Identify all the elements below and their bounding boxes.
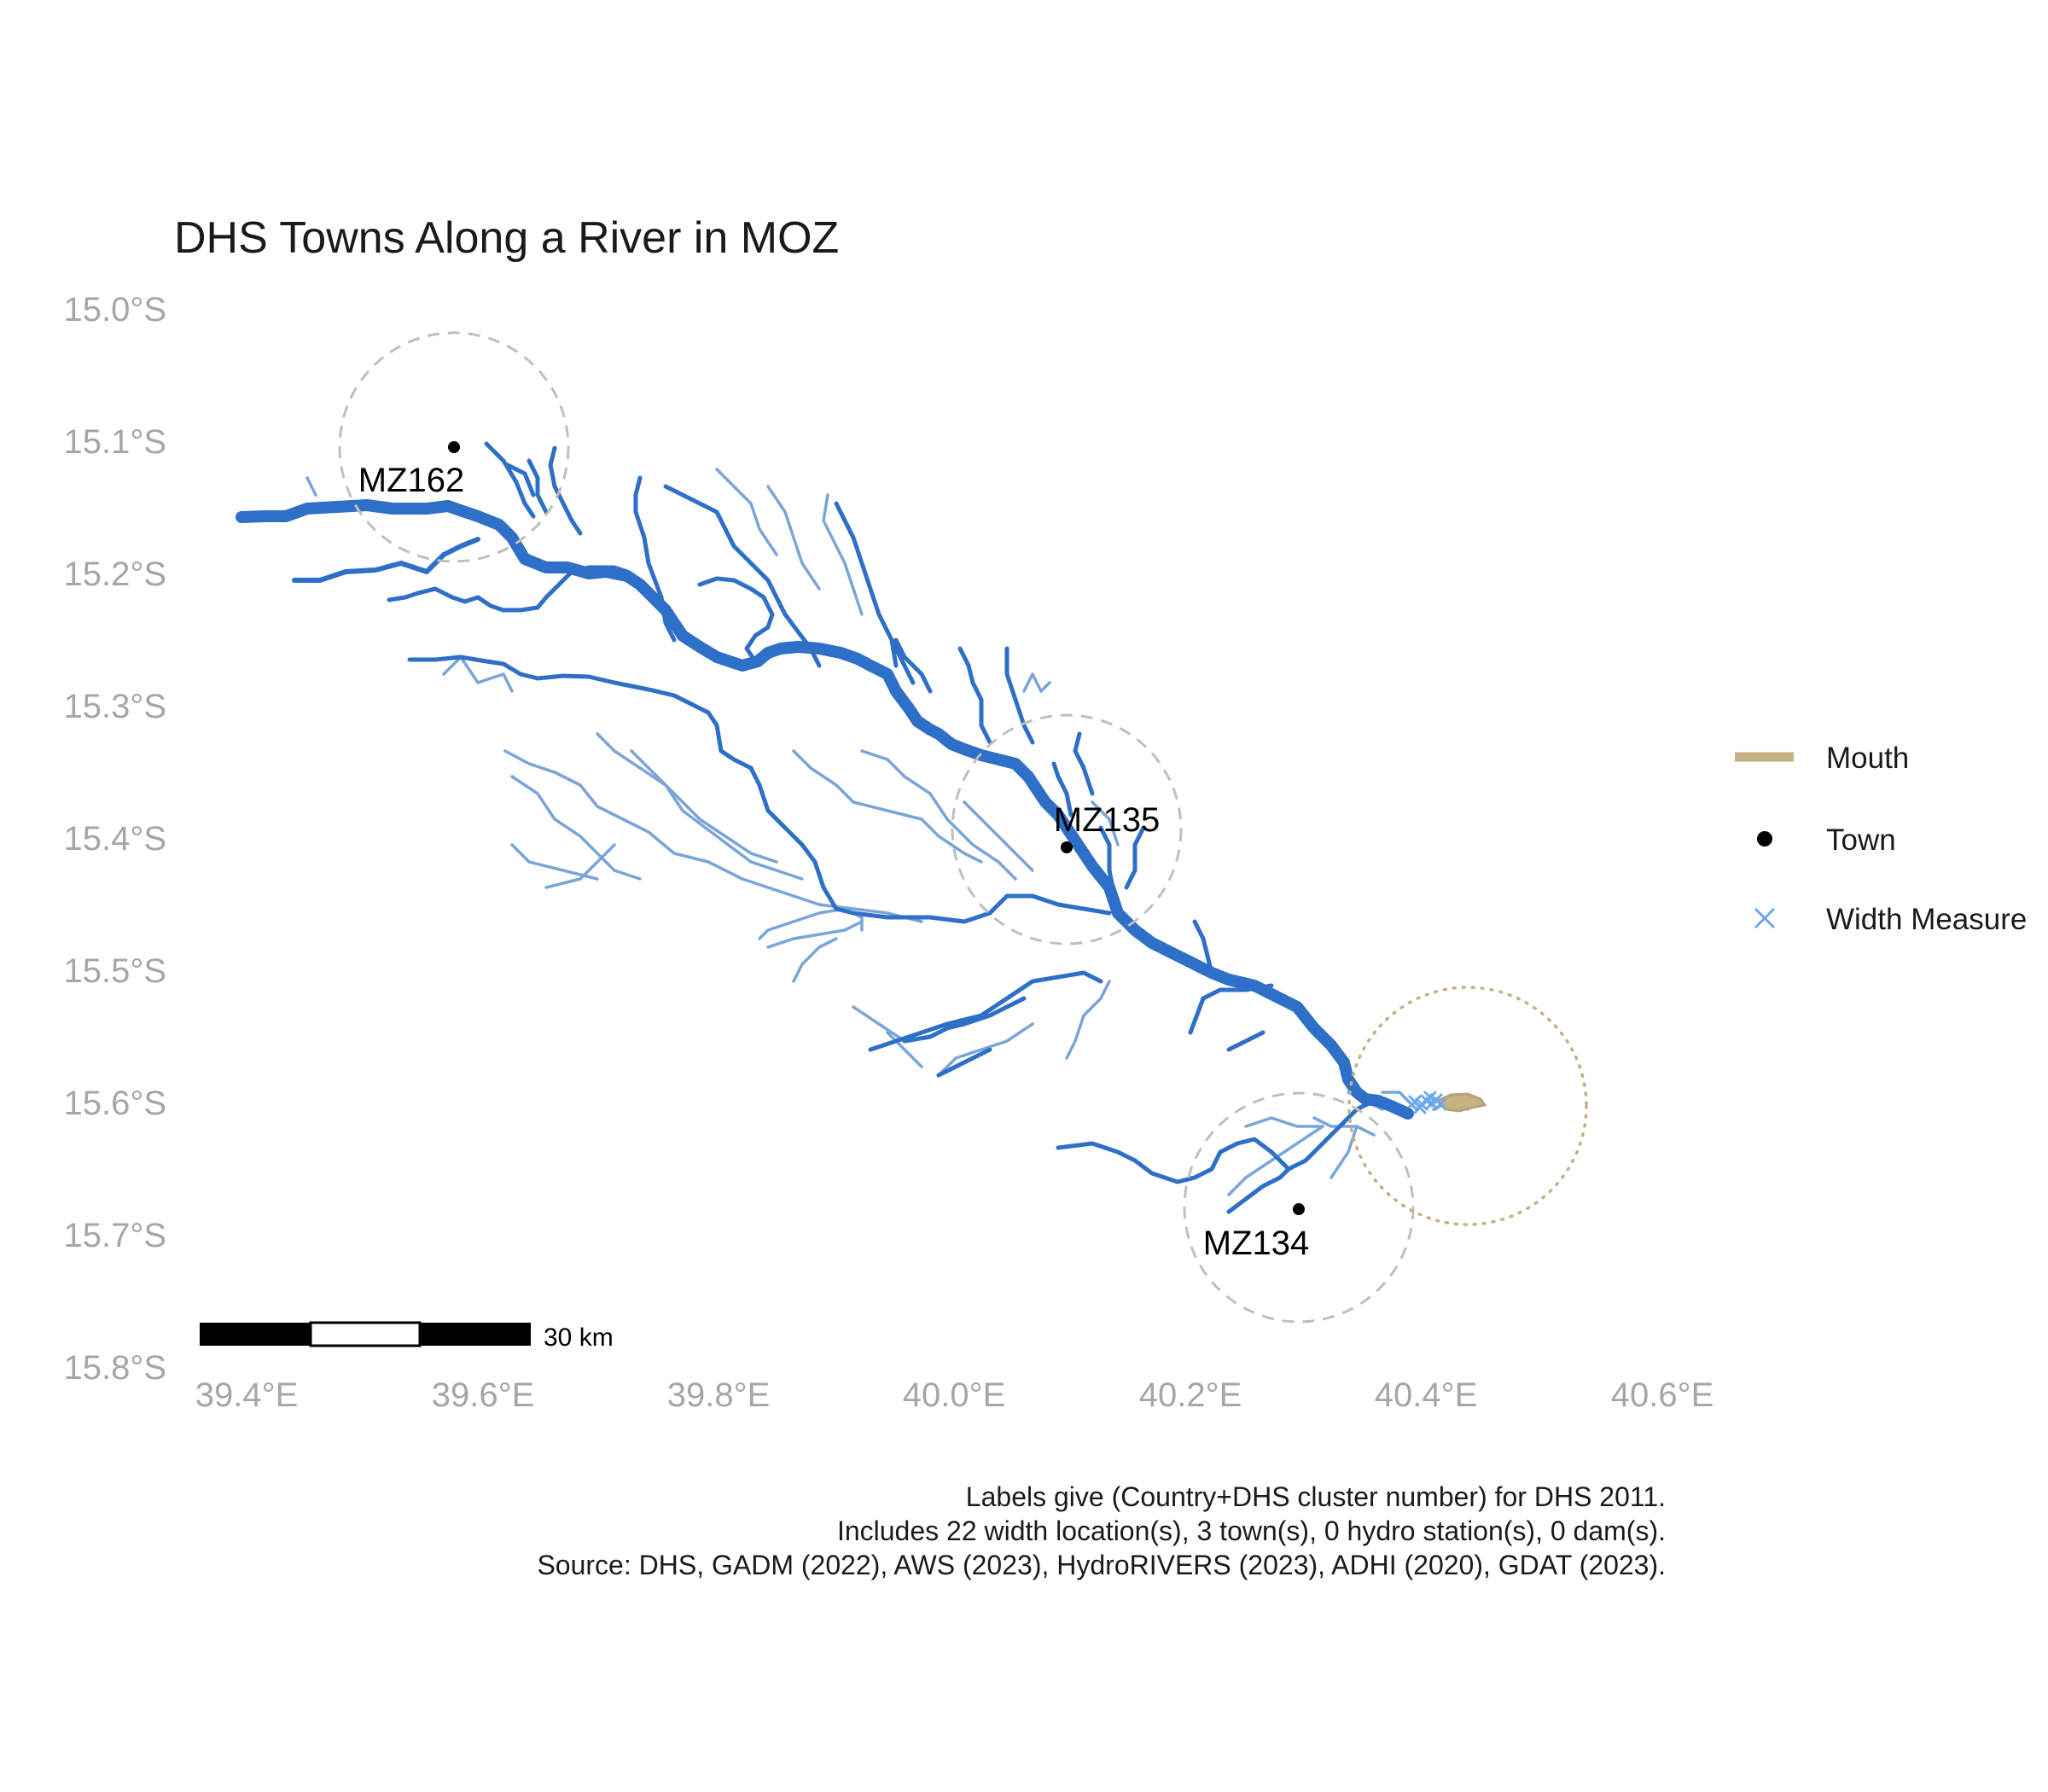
caption-line: Labels give (Country+DHS cluster number)…: [966, 1481, 1666, 1512]
y-tick-label: 15.4°S: [63, 820, 166, 858]
town-buffer-circle: [338, 331, 570, 563]
scale-bar-segment: [200, 1323, 311, 1346]
caption-line: Source: DHS, GADM (2022), AWS (2023), Hy…: [537, 1550, 1666, 1580]
y-tick-label: 15.6°S: [63, 1085, 166, 1122]
y-tick-label: 15.7°S: [63, 1217, 166, 1254]
map-title: DHS Towns Along a River in MOZ: [174, 213, 839, 263]
y-tick-label: 15.8°S: [63, 1349, 166, 1387]
x-tick-label: 40.6°E: [1611, 1376, 1714, 1414]
river-mouth: [1435, 1092, 1487, 1113]
x-tick-label: 39.8°E: [667, 1376, 771, 1414]
town-label: MZ134: [1203, 1225, 1310, 1262]
scale-bar-segment: [420, 1323, 531, 1346]
town-buffer-circle: [951, 713, 1183, 945]
y-axis: 15.0°S 15.1°S 15.2°S 15.3°S 15.4°S 15.5°…: [63, 291, 166, 1387]
y-tick-label: 15.5°S: [63, 952, 166, 990]
town-point: [1061, 841, 1073, 853]
x-tick-label: 40.4°E: [1375, 1376, 1478, 1414]
legend-town-key: [1757, 831, 1772, 847]
legend: Mouth Town Width Measure: [1735, 742, 2027, 936]
caption-line: Includes 22 width location(s), 3 town(s)…: [837, 1516, 1666, 1546]
width-measures: [1408, 1091, 1447, 1114]
scale-bar-segment: [309, 1321, 422, 1347]
y-tick-label: 15.0°S: [63, 291, 166, 329]
caption: Labels give (Country+DHS cluster number)…: [537, 1481, 1666, 1580]
y-tick-label: 15.3°S: [63, 688, 166, 725]
town-buffer-circle: [1183, 1091, 1415, 1324]
legend-town-label: Town: [1826, 823, 1896, 857]
scale-bar: 30 km: [200, 1321, 614, 1352]
river-network: [236, 441, 1414, 1214]
mouth-buffer-circle: [1347, 986, 1588, 1226]
town-point: [448, 441, 460, 453]
minor-tributaries: [305, 468, 1469, 1196]
town-point: [1293, 1203, 1305, 1215]
towns: MZ162 MZ135 MZ134: [358, 441, 1310, 1262]
scale-bar-label: 30 km: [544, 1324, 614, 1352]
legend-width-label: Width Measure: [1826, 903, 2027, 936]
town-buffers: [338, 331, 1415, 1324]
legend-width-key: [1754, 907, 1776, 929]
x-tick-label: 40.0°E: [903, 1376, 1006, 1414]
x-tick-label: 39.6°E: [432, 1376, 535, 1414]
y-tick-label: 15.1°S: [63, 423, 166, 461]
legend-mouth-label: Mouth: [1826, 742, 1909, 775]
x-tick-label: 39.4°E: [195, 1376, 299, 1414]
x-tick-label: 40.2°E: [1139, 1376, 1242, 1414]
town-label: MZ162: [358, 462, 465, 499]
y-tick-label: 15.2°S: [63, 556, 166, 593]
x-axis: 39.4°E 39.6°E 39.8°E 40.0°E 40.2°E 40.4°…: [195, 1376, 1714, 1414]
town-label: MZ135: [1054, 801, 1161, 839]
